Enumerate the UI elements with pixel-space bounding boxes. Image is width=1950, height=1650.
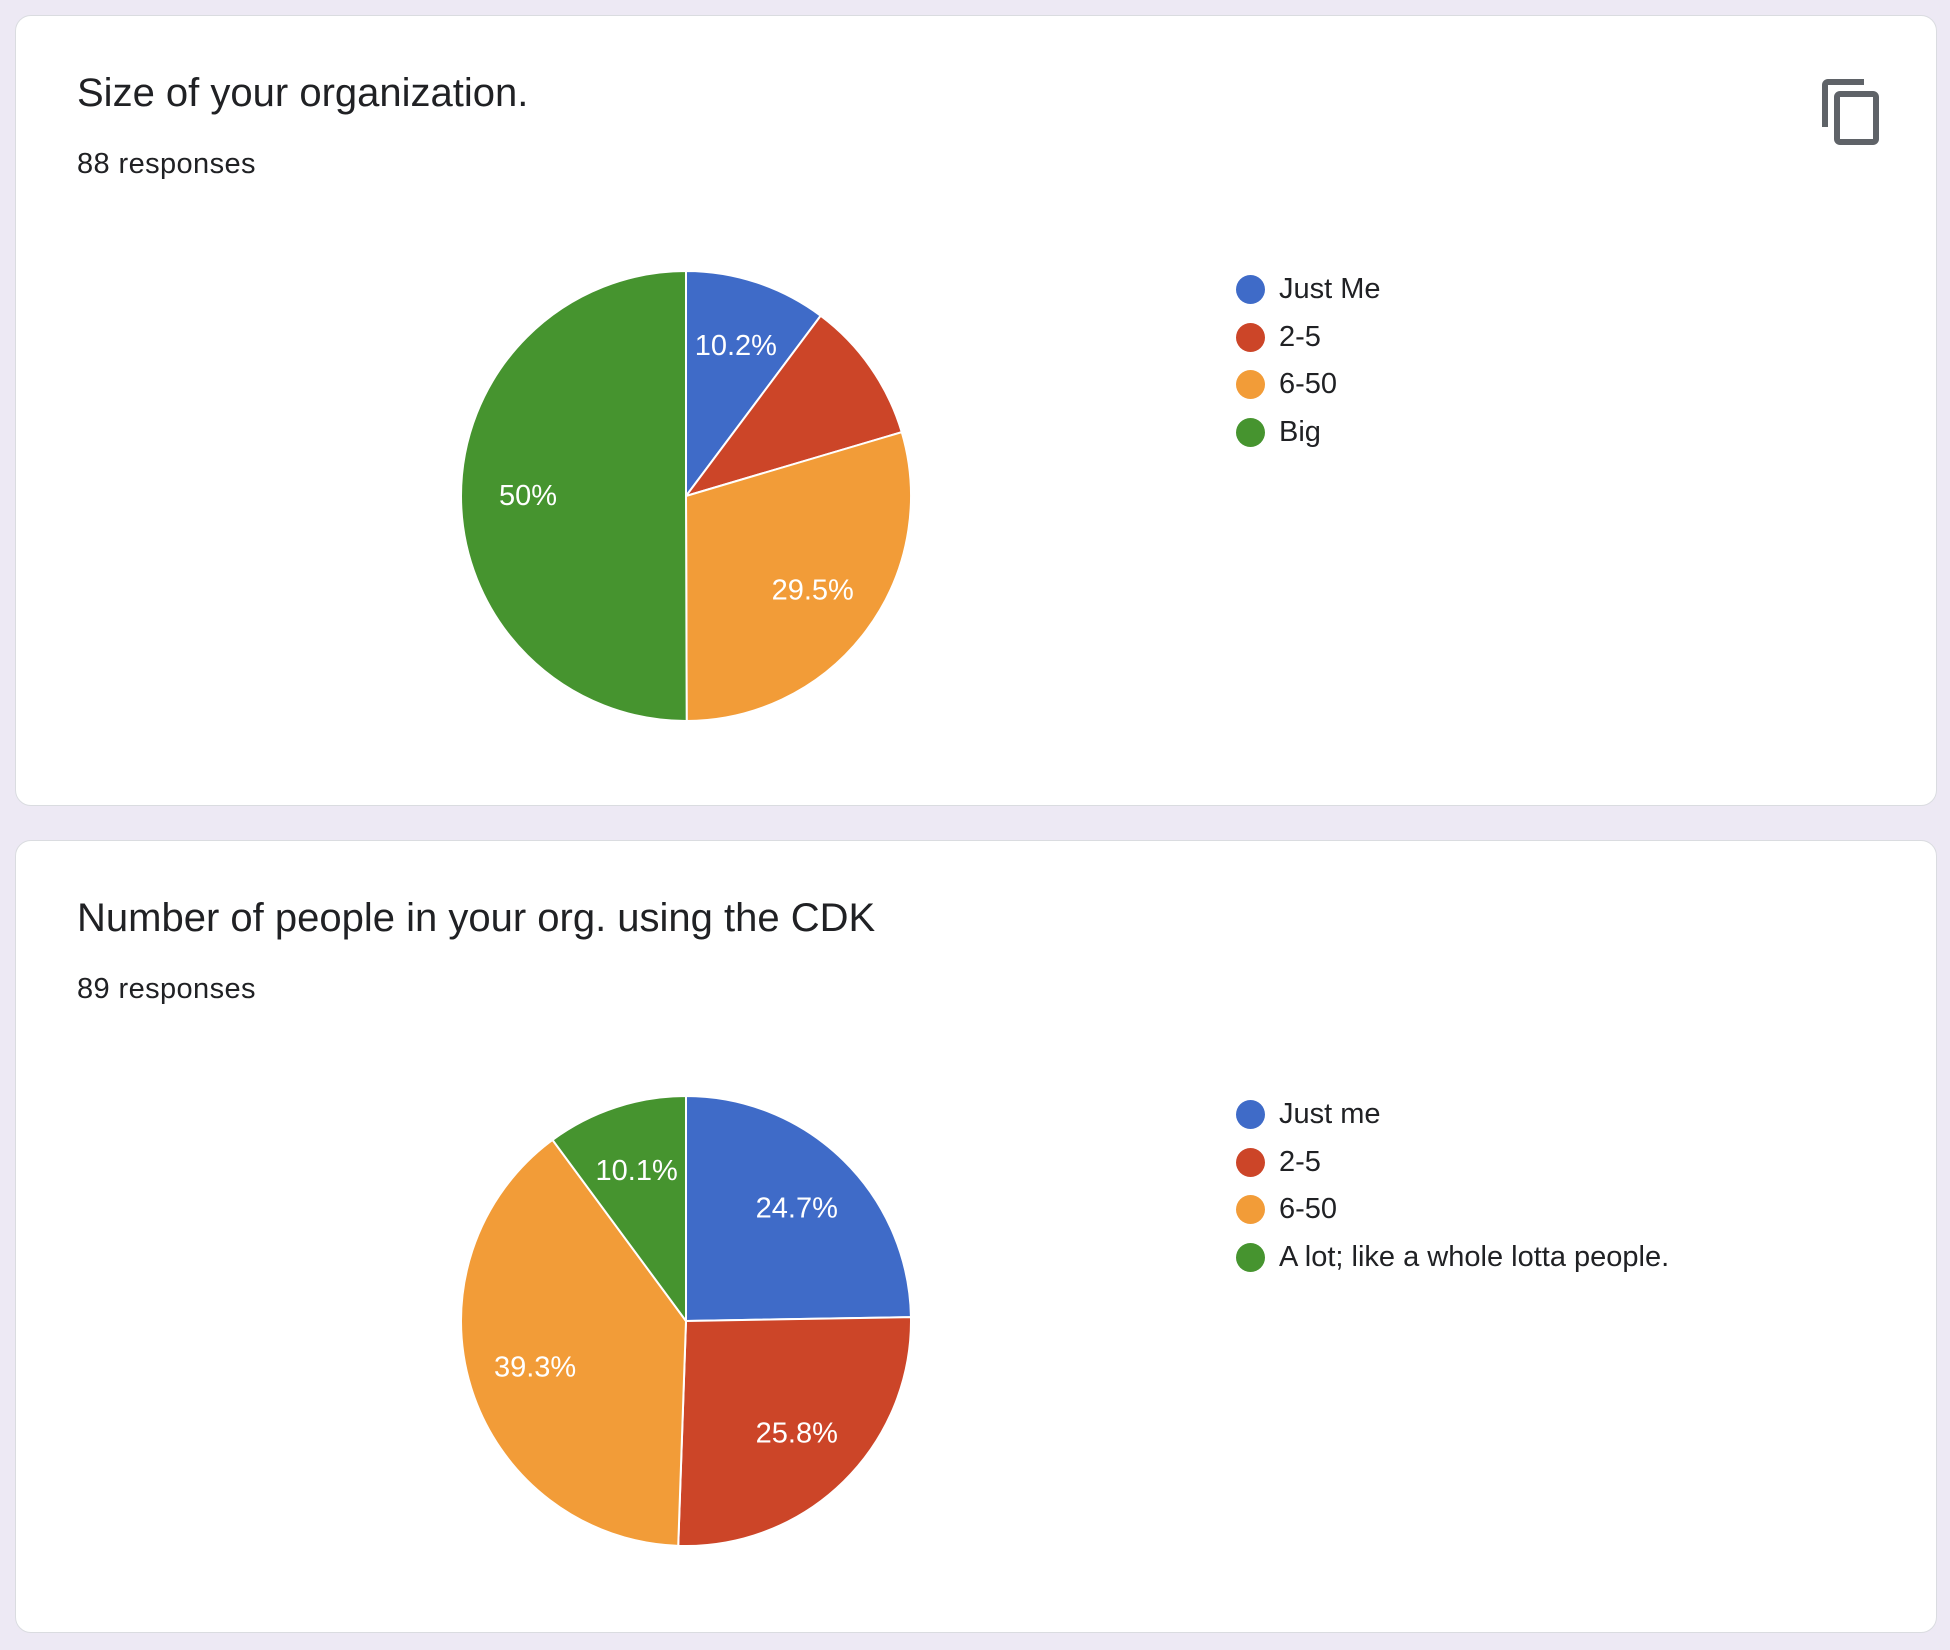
slice-data-label: 25.8%	[756, 1418, 838, 1450]
pie-slice-6-50[interactable]	[460, 1138, 688, 1547]
chart-legend: Just me 2-5 6-50 A lot; like a whole lotta …	[1236, 1091, 1669, 1281]
pie-slice-big[interactable]	[460, 269, 688, 722]
legend-swatch	[1236, 1147, 1265, 1177]
legend-label: 6-50	[1279, 368, 1338, 401]
chart-card-cdk-users: Number of people in your org. using the …	[15, 840, 1937, 1633]
response-count: 89 responses	[77, 973, 256, 1005]
pie-slice-2-5[interactable]	[677, 1316, 912, 1547]
legend-label: Just Me	[1279, 273, 1381, 306]
legend-swatch	[1236, 1195, 1265, 1225]
chart-card-org-size: Size of your organization. 88 responses …	[15, 15, 1937, 806]
legend-item-2-5[interactable]: 2-5	[1236, 1139, 1669, 1187]
slice-data-label: 50%	[499, 480, 557, 512]
chart-legend: Just Me 2-5 6-50 Big	[1236, 266, 1381, 456]
pie-slice-just-me[interactable]	[685, 1094, 912, 1323]
legend-swatch	[1236, 417, 1265, 447]
legend-label: Big	[1279, 415, 1321, 448]
pie-slice-just-me[interactable]	[685, 269, 823, 500]
legend-label: 2-5	[1279, 1145, 1321, 1178]
pie-slice-6-50[interactable]	[684, 430, 912, 723]
slice-data-label: 10.1%	[596, 1155, 678, 1187]
pie-slice-a-lot-like-a-whole-lotta-people[interactable]	[551, 1094, 687, 1325]
copy-chart-button[interactable]	[1816, 76, 1888, 148]
legend-item-6-50[interactable]: 6-50	[1236, 361, 1381, 409]
legend-label: A lot; like a whole lotta people.	[1279, 1240, 1670, 1273]
slice-data-label: 10.2%	[695, 330, 777, 362]
copy-icon	[1822, 79, 1879, 145]
legend-swatch	[1236, 1242, 1265, 1272]
slice-data-label: 29.5%	[772, 574, 854, 606]
pie-chart: 10.2% 29.5% 50%	[460, 269, 912, 723]
legend-label: 2-5	[1279, 320, 1321, 353]
legend-item-big[interactable]: Big	[1236, 409, 1381, 457]
legend-item-just-me[interactable]: Just me	[1236, 1091, 1669, 1139]
pie-chart: 24.7% 25.8% 39.3% 10.1%	[460, 1094, 912, 1547]
question-title: Number of people in your org. using the …	[77, 896, 876, 940]
legend-item-a-lot-like-a-whole-lotta-people[interactable]: A lot; like a whole lotta people.	[1236, 1234, 1669, 1282]
legend-label: 6-50	[1279, 1193, 1338, 1226]
legend-swatch	[1236, 275, 1265, 305]
legend-label: Just me	[1279, 1098, 1381, 1131]
legend-swatch	[1236, 370, 1265, 400]
pie-slice-2-5[interactable]	[683, 314, 903, 498]
question-title: Size of your organization.	[77, 71, 529, 115]
slice-data-label: 24.7%	[756, 1192, 838, 1224]
slice-data-label: 39.3%	[494, 1352, 576, 1384]
legend-swatch	[1236, 322, 1265, 352]
legend-item-2-5[interactable]: 2-5	[1236, 314, 1381, 362]
legend-swatch	[1236, 1100, 1265, 1130]
legend-item-just-me[interactable]: Just Me	[1236, 266, 1381, 314]
legend-item-6-50[interactable]: 6-50	[1236, 1186, 1669, 1234]
response-count: 88 responses	[77, 148, 256, 180]
